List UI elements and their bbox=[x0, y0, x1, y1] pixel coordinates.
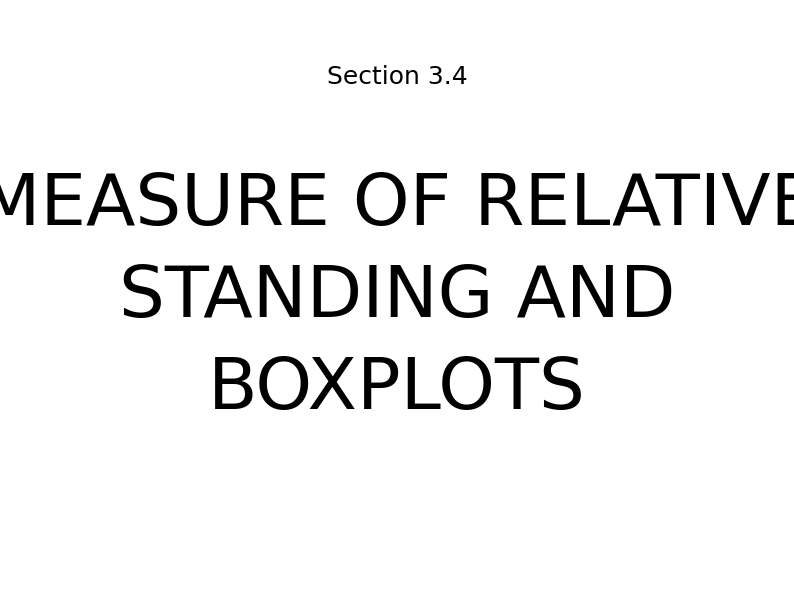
Text: BOXPLOTS: BOXPLOTS bbox=[208, 355, 586, 424]
Text: Section 3.4: Section 3.4 bbox=[326, 65, 468, 89]
Text: MEASURE OF RELATIVE: MEASURE OF RELATIVE bbox=[0, 171, 794, 240]
Text: STANDING AND: STANDING AND bbox=[119, 263, 675, 332]
